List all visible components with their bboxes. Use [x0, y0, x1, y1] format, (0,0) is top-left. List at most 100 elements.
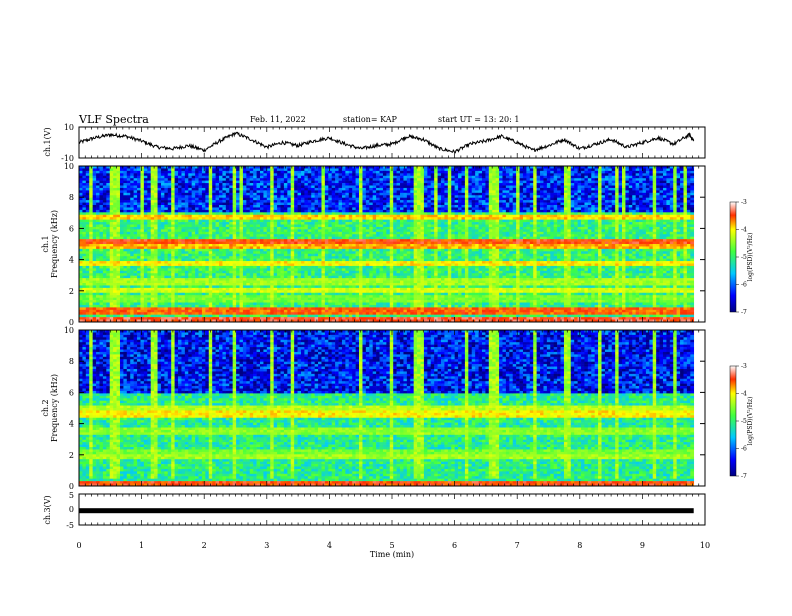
spectrogram-cell: [158, 195, 162, 198]
spectrogram-cell: [151, 254, 155, 257]
ch1-spectrogram-panel: 0246810 ch.1 Frequency (kHz) -3-4-5-6-7 …: [41, 162, 754, 327]
spectrogram-cell: [96, 181, 100, 184]
spectrogram-cell: [86, 183, 90, 186]
spectrogram-cell: [140, 239, 144, 242]
spectrogram-cell: [134, 295, 138, 298]
spectrogram-cell: [99, 188, 103, 191]
spectrogram-cell: [151, 217, 155, 220]
spectrogram-cell: [140, 183, 144, 186]
spectrogram-cell: [140, 288, 144, 291]
spectrogram-cell: [151, 266, 155, 269]
spectrogram-cell: [140, 305, 144, 308]
spectrogram-cell: [154, 261, 158, 264]
spectrogram-cell: [161, 239, 165, 242]
spectrogram-cell: [147, 168, 151, 171]
spectrogram-cell: [154, 215, 158, 218]
spectrogram-cell: [96, 290, 100, 293]
spectrogram-cell: [130, 310, 134, 313]
spectrogram-cell: [151, 210, 155, 213]
spectrogram-cell: [147, 271, 151, 274]
spectrogram-cell: [144, 281, 148, 284]
spectrogram-cell: [82, 232, 86, 235]
spectrogram-cell: [147, 232, 151, 235]
spectrogram-cell: [113, 251, 117, 254]
spectrogram-cell: [79, 254, 83, 257]
spectrogram-cell: [144, 303, 148, 306]
spectrogram-cell: [120, 293, 124, 296]
spectrogram-cell: [79, 203, 83, 206]
spectrogram-cell: [127, 249, 131, 252]
spectrogram-cell: [158, 220, 162, 223]
spectrogram-cell: [140, 227, 144, 230]
spectrogram-cell: [147, 254, 151, 257]
spectrogram-cell: [140, 271, 144, 274]
spectrogram-cell: [93, 183, 97, 186]
spectrogram-cell: [96, 295, 100, 298]
spectrogram-cell: [113, 227, 117, 230]
spectrogram-cell: [82, 281, 86, 284]
spectrogram-cell: [86, 266, 90, 269]
spectrogram-cell: [106, 186, 110, 189]
spectrogram-cell: [158, 261, 162, 264]
spectrogram-cell: [86, 193, 90, 196]
spectrogram-cell: [168, 183, 172, 186]
spectrogram-cell: [164, 276, 168, 279]
spectrogram-cell: [137, 242, 141, 245]
spectrogram-cell: [154, 303, 158, 306]
spectrogram-cell: [117, 317, 121, 320]
spectrogram-cell: [127, 234, 131, 237]
spectrogram-cell: [103, 259, 107, 262]
spectrogram-cell: [158, 232, 162, 235]
spectrogram-cell: [93, 242, 97, 245]
spectrogram-cell: [82, 305, 86, 308]
spectrogram-cell: [86, 298, 90, 301]
spectrogram-cell: [123, 290, 127, 293]
spectrogram-cell: [89, 276, 93, 279]
spectrogram-cell: [137, 176, 141, 179]
spectrogram-cell: [96, 173, 100, 176]
spectrogram-cell: [140, 193, 144, 196]
spectrogram-cell: [99, 264, 103, 267]
spectrogram-cell: [137, 183, 141, 186]
spectrogram-cell: [164, 298, 168, 301]
spectrogram-cell: [154, 242, 158, 245]
spectrogram-cell: [137, 290, 141, 293]
spectrogram-cell: [86, 188, 90, 191]
spectrogram-cell: [96, 259, 100, 262]
spectrogram-cell: [79, 207, 83, 210]
spectrogram-cell: [123, 200, 127, 203]
spectrogram-cell: [158, 190, 162, 193]
spectrogram-cell: [144, 312, 148, 315]
spectrogram-cell: [161, 178, 165, 181]
spectrogram-cell: [147, 173, 151, 176]
spectrogram-cell: [89, 251, 93, 254]
spectrogram-cell: [147, 307, 151, 310]
spectrogram-cell: [113, 239, 117, 242]
spectrogram-cell: [144, 285, 148, 288]
spectrogram-cell: [82, 249, 86, 252]
spectrogram-cell: [110, 195, 114, 198]
spectrogram-cell: [82, 193, 86, 196]
spectrogram-cell: [127, 307, 131, 310]
spectrogram-cell: [93, 237, 97, 240]
spectrogram-cell: [164, 305, 168, 308]
spectrogram-cell: [79, 210, 83, 213]
spectrogram-cell: [134, 225, 138, 228]
spectrogram-cell: [127, 305, 131, 308]
spectrogram-cell: [82, 285, 86, 288]
spectrogram-cell: [164, 176, 168, 179]
spectrogram-cell: [96, 312, 100, 315]
spectrogram-cell: [161, 278, 165, 281]
spectrogram-cell: [127, 256, 131, 259]
spectrogram-cell: [113, 312, 117, 315]
spectrogram-cell: [140, 310, 144, 313]
spectrogram-cell: [99, 217, 103, 220]
spectrogram-cell: [99, 295, 103, 298]
spectrogram-cell: [154, 178, 158, 181]
spectrogram-cell: [79, 312, 83, 315]
spectrogram-cell: [123, 176, 127, 179]
spectrogram-cell: [161, 249, 165, 252]
spectrogram-cell: [158, 234, 162, 237]
spectrogram-cell: [144, 215, 148, 218]
spectrogram-cell: [134, 290, 138, 293]
